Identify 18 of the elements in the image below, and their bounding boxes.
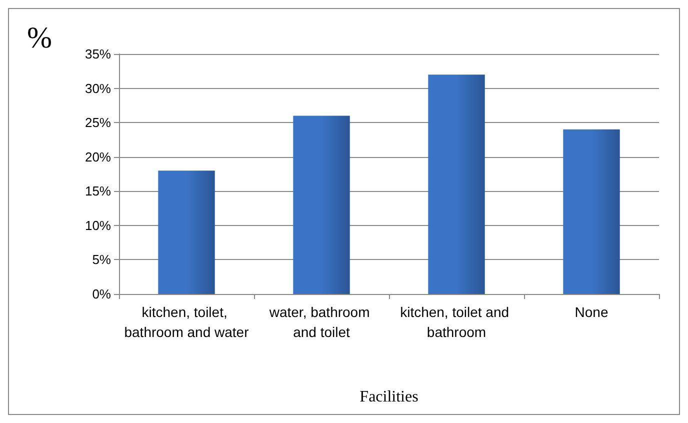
y-tick-label: 10% <box>84 218 112 233</box>
bar <box>158 170 215 294</box>
x-tick-label: kitchen, toilet and bathroom <box>400 304 513 340</box>
y-tick-label: 0% <box>92 286 112 302</box>
x-tick-label: None <box>574 304 608 320</box>
x-tick-label: water, bathroom and toilet <box>268 304 374 340</box>
bar <box>293 116 350 294</box>
y-axis-title: % <box>27 22 52 54</box>
y-tick-label: 5% <box>92 252 112 268</box>
y-tick-label: 15% <box>84 184 112 199</box>
y-tick-label: 30% <box>84 80 112 96</box>
bar <box>428 74 485 294</box>
y-tick-label: 25% <box>84 115 112 130</box>
y-tick-label: 20% <box>84 149 112 164</box>
x-tick-label: kitchen, toilet, bathroom and water <box>124 304 250 340</box>
x-axis-title: Facilities <box>360 388 418 406</box>
bar <box>563 129 620 294</box>
y-tick-label: 35% <box>84 46 112 62</box>
